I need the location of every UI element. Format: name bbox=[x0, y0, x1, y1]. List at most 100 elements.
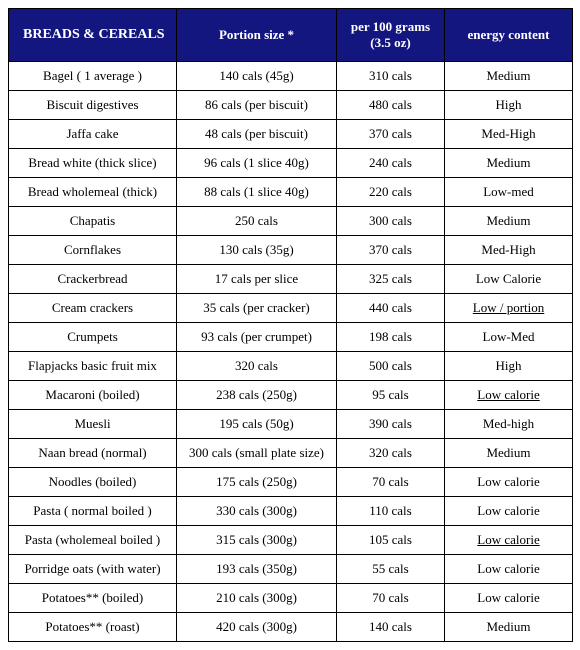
cell-food: Muesli bbox=[9, 410, 177, 439]
cell-energy: Low-med bbox=[445, 178, 573, 207]
cell-portion: 93 cals (per crumpet) bbox=[177, 323, 337, 352]
cell-portion: 315 cals (300g) bbox=[177, 526, 337, 555]
cell-per100: 55 cals bbox=[337, 555, 445, 584]
cell-per100: 198 cals bbox=[337, 323, 445, 352]
cell-per100: 110 cals bbox=[337, 497, 445, 526]
table-row: Pasta (wholemeal boiled )315 cals (300g)… bbox=[9, 526, 573, 555]
cell-energy: Low Calorie bbox=[445, 265, 573, 294]
cell-energy: Low calorie bbox=[445, 526, 573, 555]
cell-per100: 370 cals bbox=[337, 120, 445, 149]
cell-energy: High bbox=[445, 352, 573, 381]
cell-energy: Low calorie bbox=[445, 468, 573, 497]
table-row: Bread white (thick slice)96 cals (1 slic… bbox=[9, 149, 573, 178]
cell-energy: Low calorie bbox=[445, 584, 573, 613]
cell-food: Biscuit digestives bbox=[9, 91, 177, 120]
cell-food: Jaffa cake bbox=[9, 120, 177, 149]
header-per100: per 100 grams (3.5 oz) bbox=[337, 9, 445, 62]
cell-food: Cornflakes bbox=[9, 236, 177, 265]
table-row: Porridge oats (with water)193 cals (350g… bbox=[9, 555, 573, 584]
cell-portion: 17 cals per slice bbox=[177, 265, 337, 294]
cell-per100: 140 cals bbox=[337, 613, 445, 642]
cell-energy: Medium bbox=[445, 439, 573, 468]
cell-food: Bread white (thick slice) bbox=[9, 149, 177, 178]
cell-portion: 48 cals (per biscuit) bbox=[177, 120, 337, 149]
table-row: Bagel ( 1 average )140 cals (45g)310 cal… bbox=[9, 62, 573, 91]
cell-food: Bagel ( 1 average ) bbox=[9, 62, 177, 91]
cell-food: Naan bread (normal) bbox=[9, 439, 177, 468]
cell-per100: 440 cals bbox=[337, 294, 445, 323]
cell-portion: 250 cals bbox=[177, 207, 337, 236]
header-food: BREADS & CEREALS bbox=[9, 9, 177, 62]
cell-portion: 330 cals (300g) bbox=[177, 497, 337, 526]
cell-portion: 300 cals (small plate size) bbox=[177, 439, 337, 468]
cell-food: Porridge oats (with water) bbox=[9, 555, 177, 584]
table-row: Pasta ( normal boiled )330 cals (300g)11… bbox=[9, 497, 573, 526]
nutrition-table: BREADS & CEREALS Portion size * per 100 … bbox=[8, 8, 573, 642]
cell-portion: 86 cals (per biscuit) bbox=[177, 91, 337, 120]
table-row: Cornflakes130 cals (35g)370 calsMed-High bbox=[9, 236, 573, 265]
cell-per100: 220 cals bbox=[337, 178, 445, 207]
cell-per100: 300 cals bbox=[337, 207, 445, 236]
table-row: Cream crackers35 cals (per cracker)440 c… bbox=[9, 294, 573, 323]
cell-portion: 88 cals (1 slice 40g) bbox=[177, 178, 337, 207]
cell-energy: Med-High bbox=[445, 120, 573, 149]
cell-portion: 195 cals (50g) bbox=[177, 410, 337, 439]
table-row: Crumpets93 cals (per crumpet)198 calsLow… bbox=[9, 323, 573, 352]
cell-energy: Medium bbox=[445, 149, 573, 178]
cell-per100: 320 cals bbox=[337, 439, 445, 468]
cell-food: Crackerbread bbox=[9, 265, 177, 294]
table-row: Potatoes** (roast)420 cals (300g)140 cal… bbox=[9, 613, 573, 642]
cell-per100: 105 cals bbox=[337, 526, 445, 555]
table-row: Noodles (boiled)175 cals (250g)70 calsLo… bbox=[9, 468, 573, 497]
cell-energy: Low calorie bbox=[445, 555, 573, 584]
cell-food: Bread wholemeal (thick) bbox=[9, 178, 177, 207]
table-row: Muesli195 cals (50g)390 calsMed-high bbox=[9, 410, 573, 439]
cell-per100: 500 cals bbox=[337, 352, 445, 381]
cell-portion: 140 cals (45g) bbox=[177, 62, 337, 91]
cell-per100: 95 cals bbox=[337, 381, 445, 410]
table-row: Macaroni (boiled)238 cals (250g)95 calsL… bbox=[9, 381, 573, 410]
table-row: Jaffa cake48 cals (per biscuit)370 calsM… bbox=[9, 120, 573, 149]
cell-energy: Medium bbox=[445, 207, 573, 236]
cell-food: Potatoes** (boiled) bbox=[9, 584, 177, 613]
cell-portion: 238 cals (250g) bbox=[177, 381, 337, 410]
cell-portion: 175 cals (250g) bbox=[177, 468, 337, 497]
table-row: Naan bread (normal)300 cals (small plate… bbox=[9, 439, 573, 468]
cell-food: Cream crackers bbox=[9, 294, 177, 323]
cell-portion: 35 cals (per cracker) bbox=[177, 294, 337, 323]
cell-food: Potatoes** (roast) bbox=[9, 613, 177, 642]
table-row: Bread wholemeal (thick)88 cals (1 slice … bbox=[9, 178, 573, 207]
cell-energy: Med-High bbox=[445, 236, 573, 265]
cell-food: Macaroni (boiled) bbox=[9, 381, 177, 410]
cell-energy: Medium bbox=[445, 613, 573, 642]
header-row: BREADS & CEREALS Portion size * per 100 … bbox=[9, 9, 573, 62]
cell-food: Pasta (wholemeal boiled ) bbox=[9, 526, 177, 555]
cell-food: Crumpets bbox=[9, 323, 177, 352]
cell-per100: 70 cals bbox=[337, 468, 445, 497]
cell-energy: Med-high bbox=[445, 410, 573, 439]
table-row: Chapatis250 cals300 calsMedium bbox=[9, 207, 573, 236]
cell-energy: Low-Med bbox=[445, 323, 573, 352]
cell-portion: 420 cals (300g) bbox=[177, 613, 337, 642]
cell-food: Flapjacks basic fruit mix bbox=[9, 352, 177, 381]
cell-energy: Low / portion bbox=[445, 294, 573, 323]
cell-portion: 193 cals (350g) bbox=[177, 555, 337, 584]
cell-energy: Low calorie bbox=[445, 381, 573, 410]
cell-portion: 210 cals (300g) bbox=[177, 584, 337, 613]
cell-food: Pasta ( normal boiled ) bbox=[9, 497, 177, 526]
cell-food: Noodles (boiled) bbox=[9, 468, 177, 497]
table-row: Biscuit digestives86 cals (per biscuit)4… bbox=[9, 91, 573, 120]
cell-per100: 310 cals bbox=[337, 62, 445, 91]
cell-portion: 130 cals (35g) bbox=[177, 236, 337, 265]
cell-per100: 70 cals bbox=[337, 584, 445, 613]
cell-portion: 320 cals bbox=[177, 352, 337, 381]
cell-per100: 240 cals bbox=[337, 149, 445, 178]
cell-energy: Low calorie bbox=[445, 497, 573, 526]
cell-per100: 370 cals bbox=[337, 236, 445, 265]
header-portion: Portion size * bbox=[177, 9, 337, 62]
cell-per100: 480 cals bbox=[337, 91, 445, 120]
header-energy: energy content bbox=[445, 9, 573, 62]
cell-energy: High bbox=[445, 91, 573, 120]
cell-energy: Medium bbox=[445, 62, 573, 91]
cell-food: Chapatis bbox=[9, 207, 177, 236]
